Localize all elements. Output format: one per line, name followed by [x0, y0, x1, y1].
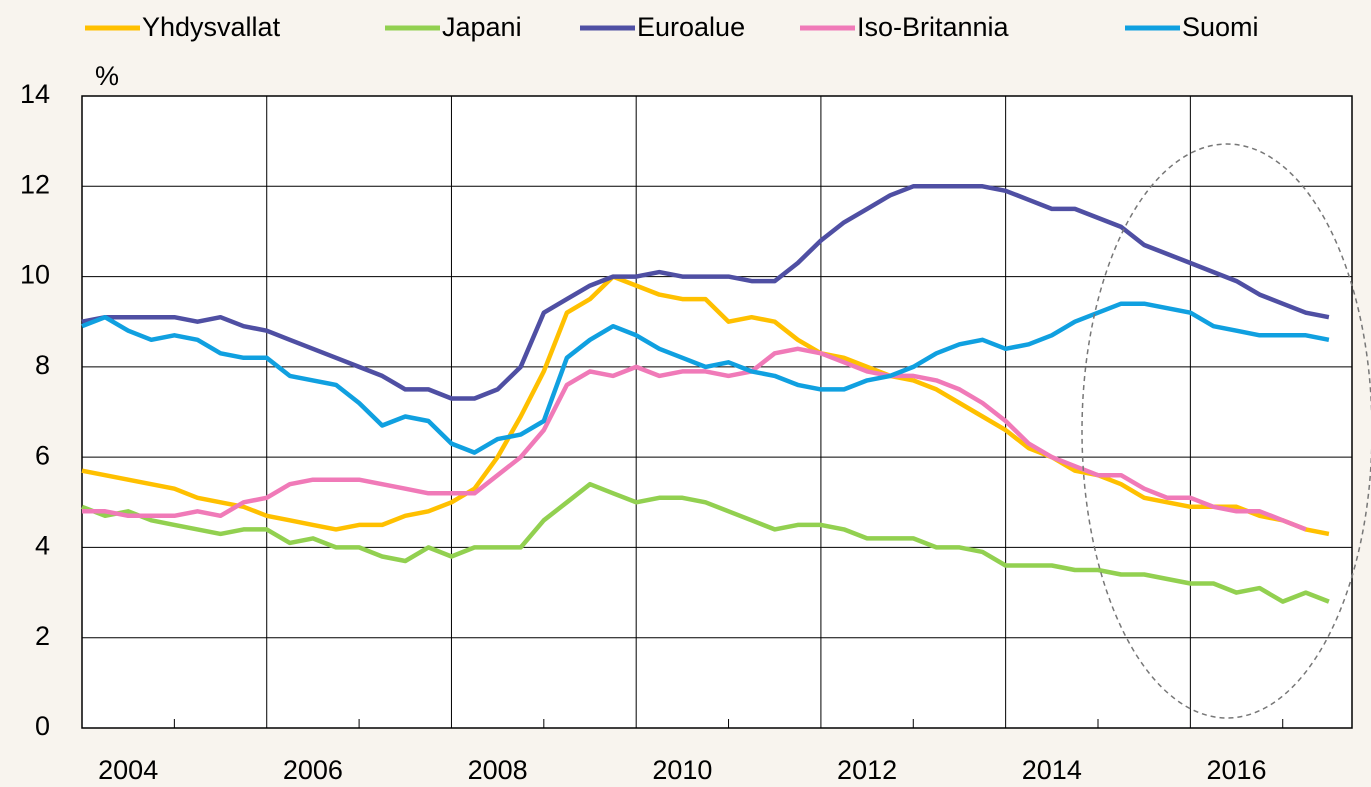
- series-line: [81, 184, 1330, 401]
- series-line: [81, 274, 1330, 537]
- y-tick-label: 12: [20, 169, 50, 199]
- y-tick-label: 6: [35, 440, 50, 470]
- series-line: [82, 346, 1307, 532]
- x-tick-label: 2014: [1022, 755, 1082, 785]
- legend-label: Japani: [442, 12, 522, 42]
- y-tick-label: 14: [20, 79, 50, 109]
- highlight-ellipse: [1081, 143, 1371, 719]
- lines: [81, 184, 1330, 604]
- y-tick-label: 0: [35, 711, 50, 741]
- y-tick-label: 4: [35, 531, 50, 561]
- x-tick-label: 2012: [837, 755, 897, 785]
- y-axis-label: %: [95, 61, 119, 91]
- legend-label: Iso-Britannia: [857, 12, 1010, 42]
- y-tick-label: 2: [35, 621, 50, 651]
- legend: Yhdysvallat Japani Euroalue Iso-Britannia Su…: [85, 12, 1259, 42]
- legend-label: Euroalue: [637, 12, 745, 42]
- plot-area: [81, 95, 1353, 729]
- x-tick-label: 2004: [98, 755, 158, 785]
- y-tick-label: 8: [35, 350, 50, 380]
- legend-label: Suomi: [1182, 12, 1259, 42]
- x-tick-label: 2016: [1207, 755, 1267, 785]
- grid: [82, 95, 1352, 729]
- legend-label: Yhdysvallat: [142, 12, 281, 42]
- x-tick-label: 2006: [283, 755, 343, 785]
- y-tick-label: 10: [20, 260, 50, 290]
- series-line: [81, 481, 1330, 604]
- x-tick-label: 2008: [468, 755, 528, 785]
- x-tick-label: 2010: [652, 755, 712, 785]
- series-line: [81, 301, 1330, 455]
